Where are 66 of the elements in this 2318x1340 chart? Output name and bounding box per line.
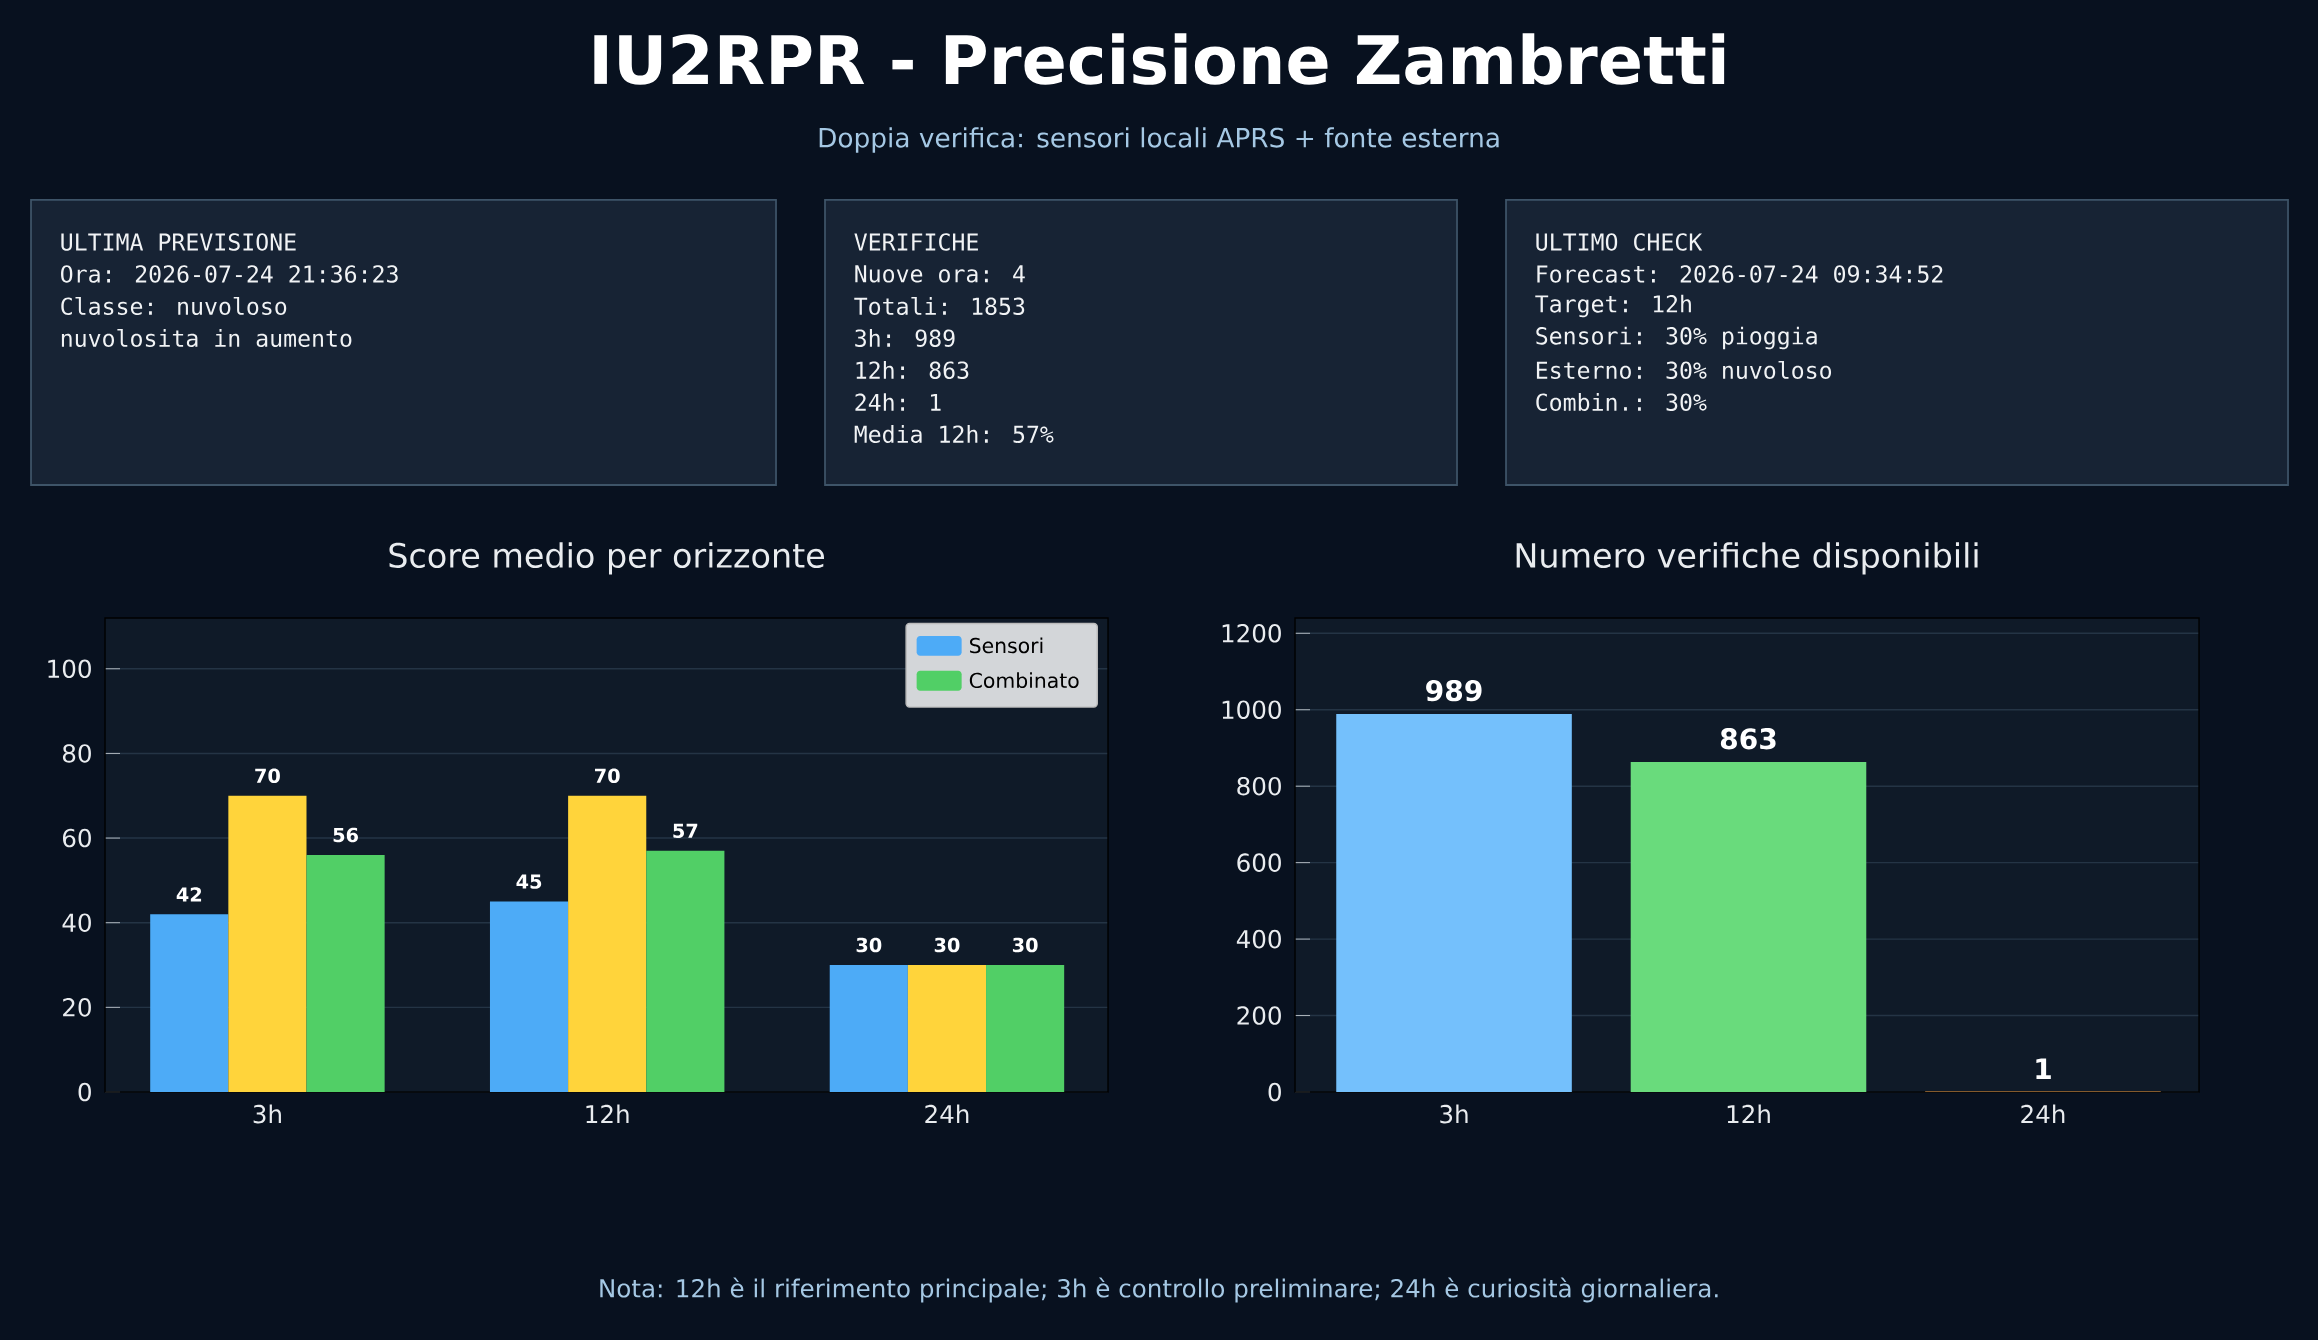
text: Nuove ora: 4 <box>855 265 1025 283</box>
data-label: 70 <box>255 768 280 784</box>
text: Totali: 1853 <box>854 296 1025 316</box>
text: 3h: 989 <box>855 329 955 347</box>
bar <box>1630 762 1867 1092</box>
x-tick-label: 3h <box>1440 1104 1468 1124</box>
text: Esterno: 30% nuvoloso <box>1536 360 1832 380</box>
text: Forecast: 2026-07-24 09:34:52 <box>1537 265 1943 283</box>
text: IU2RPR - Precisione Zambretti <box>594 33 1725 85</box>
x-tick-label: 12h <box>1727 1104 1770 1124</box>
bar <box>228 795 307 1092</box>
data-label: 1 <box>2036 1058 2051 1079</box>
bar <box>306 855 385 1092</box>
bar <box>568 795 647 1092</box>
y-tick-label: 1200 <box>1222 623 1281 643</box>
bar <box>986 965 1065 1092</box>
data-label: 45 <box>516 874 542 889</box>
bar <box>829 965 908 1092</box>
data-label: 70 <box>595 768 620 784</box>
y-tick-label: 0 <box>78 1082 91 1102</box>
y-tick-label: 800 <box>1237 776 1281 796</box>
text: ULTIMO CHECK <box>1536 233 1703 251</box>
text: Combin.: 30% <box>1536 393 1707 411</box>
bar <box>489 901 569 1092</box>
bar <box>150 914 229 1092</box>
text: Classe: nuvoloso <box>61 296 287 316</box>
y-tick-label: 600 <box>1237 853 1281 872</box>
y-tick-label: 100 <box>48 659 91 679</box>
text: nuvolosita in aumento <box>61 328 352 348</box>
y-tick-label: 200 <box>1237 1006 1281 1025</box>
data-label: 989 <box>1426 679 1482 702</box>
text: ULTIMA PREVISIONE <box>61 233 296 251</box>
bar <box>646 850 725 1092</box>
data-label: 30 <box>1012 937 1038 953</box>
text: Doppia verifica: sensori locali APRS + fonte esterna <box>819 127 1499 153</box>
bar <box>1336 713 1572 1092</box>
x-tick-label: 12h <box>586 1104 629 1124</box>
text: Ora: 2026-07-24 21:36:23 <box>61 265 398 283</box>
data-label: 30 <box>856 937 882 953</box>
data-label: 863 <box>1720 728 1776 750</box>
y-tick-label: 60 <box>62 828 91 848</box>
x-tick-label: 3h <box>253 1104 281 1124</box>
text: Target: 12h <box>1535 294 1691 318</box>
text: Sensori: 30% pioggia <box>1536 326 1817 350</box>
text: Media 12h: 57% <box>854 425 1054 443</box>
y-tick-label: 40 <box>62 913 91 932</box>
data-label: 42 <box>176 887 202 902</box>
data-label: 30 <box>934 937 960 953</box>
data-label: 56 <box>333 827 358 843</box>
x-tick-label: 24h <box>925 1104 969 1124</box>
legend-label: Combinato <box>969 672 1079 689</box>
y-tick-label: 1000 <box>1222 700 1281 720</box>
y-tick-label: 400 <box>1236 929 1281 949</box>
bar <box>907 965 987 1092</box>
x-tick-label: 24h <box>2021 1104 2065 1124</box>
chart-title: Score medio per orizzonte <box>389 542 825 575</box>
text: Nota: 12h è il riferimento principale; 3h è controllo preliminare; 24h è curiosità giornaliera. <box>600 1277 1718 1303</box>
y-tick-label: 0 <box>1268 1082 1281 1102</box>
chart-title: Numero verifiche disponibili <box>1516 542 1978 575</box>
y-tick-label: 20 <box>63 998 91 1017</box>
text: 12h: 863 <box>856 361 969 379</box>
legend-label: Sensori <box>970 637 1043 654</box>
y-tick-label: 80 <box>62 744 91 763</box>
data-label: 57 <box>673 823 698 839</box>
text: 24h: 1 <box>855 393 941 411</box>
text: VERIFICHE <box>854 233 978 251</box>
